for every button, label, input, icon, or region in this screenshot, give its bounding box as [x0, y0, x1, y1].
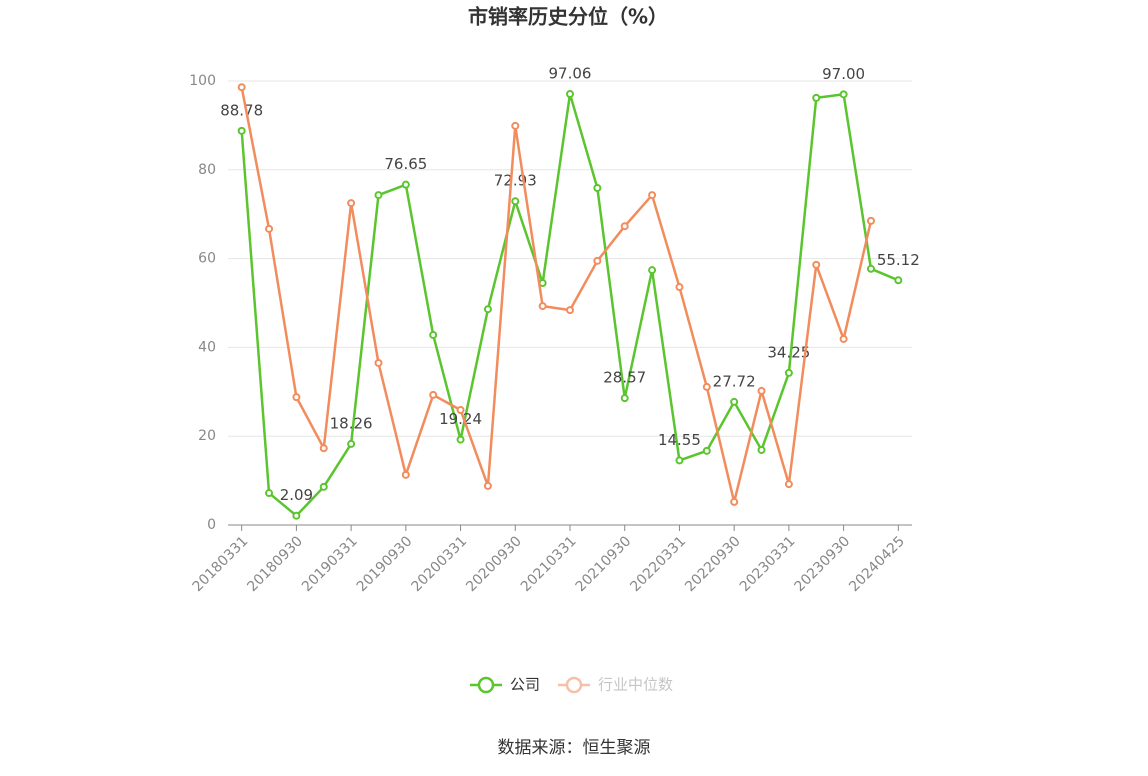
- point: [757, 445, 766, 454]
- point: [812, 93, 821, 102]
- point: [237, 83, 246, 92]
- data-label: 34.25: [767, 343, 810, 361]
- point: [784, 368, 793, 377]
- x-tick-label: 20240425: [846, 533, 908, 595]
- series-line: [240, 86, 873, 503]
- data-label: 27.72: [713, 372, 756, 390]
- point: [784, 480, 793, 489]
- data-label: 14.55: [658, 431, 701, 449]
- point: [839, 90, 848, 99]
- x-tick-label: 20200331: [409, 533, 471, 595]
- y-tick-label: 20: [198, 428, 216, 444]
- data-label: 19.24: [439, 410, 482, 428]
- x-tick-label: 20180930: [244, 533, 306, 595]
- point: [401, 180, 410, 189]
- point: [702, 382, 711, 391]
- y-tick-label: 60: [198, 251, 216, 267]
- point: [374, 191, 383, 200]
- data-label: 88.78: [220, 101, 263, 119]
- legend-item: 公司: [470, 676, 540, 694]
- point: [812, 260, 821, 269]
- legend-item: 行业中位数: [558, 676, 673, 694]
- data-label: 55.12: [877, 251, 920, 269]
- point: [319, 444, 328, 453]
- point: [730, 497, 739, 506]
- x-tick-label: 20180331: [190, 533, 252, 595]
- point: [566, 90, 574, 99]
- point: [483, 305, 492, 314]
- point: [593, 256, 602, 265]
- point: [401, 470, 410, 479]
- point: [675, 456, 684, 465]
- point: [347, 199, 356, 208]
- point: [292, 511, 301, 520]
- point: [319, 482, 328, 491]
- point: [483, 481, 492, 490]
- y-tick-label: 100: [189, 73, 216, 89]
- legend-label: 行业中位数: [598, 676, 673, 694]
- x-tick-label: 20230930: [792, 533, 854, 595]
- point: [374, 358, 383, 367]
- point: [429, 330, 438, 339]
- legend-label: 公司: [510, 676, 540, 694]
- x-tick-label: 20220331: [627, 533, 689, 595]
- point: [593, 184, 602, 193]
- point: [648, 191, 657, 200]
- x-tick-label: 20220930: [682, 533, 744, 595]
- data-label: 72.93: [494, 172, 537, 190]
- y-tick-label: 80: [198, 162, 216, 178]
- point: [511, 197, 520, 206]
- point: [538, 302, 547, 311]
- point: [866, 216, 875, 225]
- data-label: 97.06: [549, 65, 592, 83]
- legend-marker: [565, 676, 583, 694]
- point: [237, 126, 246, 135]
- point: [265, 224, 274, 233]
- point: [429, 390, 438, 399]
- point: [757, 386, 766, 395]
- x-tick-label: 20210331: [518, 533, 580, 595]
- point: [866, 264, 875, 273]
- point: [675, 283, 684, 292]
- point: [894, 276, 903, 285]
- x-tick-label: 20190930: [354, 533, 416, 595]
- point: [702, 446, 711, 455]
- x-tick-label: 20200930: [463, 533, 525, 595]
- point: [730, 397, 739, 406]
- legend-marker: [477, 676, 495, 694]
- point: [456, 406, 465, 415]
- data-label: 28.57: [603, 369, 646, 387]
- point: [456, 435, 465, 444]
- data-label: 97.00: [822, 65, 865, 83]
- source: 数据来源：恒生聚源: [498, 738, 651, 758]
- x-tick-label: 20190331: [299, 533, 361, 595]
- point: [566, 306, 574, 315]
- point: [839, 334, 848, 343]
- y-tick-label: 0: [207, 517, 216, 533]
- point: [648, 266, 657, 275]
- x-tick-label: 20210930: [573, 533, 635, 595]
- point: [511, 121, 520, 130]
- data-label: 18.26: [330, 414, 373, 432]
- data-label: 2.09: [280, 486, 313, 504]
- chart-title: 市销率历史分位（%）: [468, 5, 668, 29]
- y-tick-label: 40: [198, 339, 216, 355]
- data-label: 76.65: [384, 155, 427, 173]
- point: [620, 222, 629, 231]
- x-tick-label: 20230331: [737, 533, 799, 595]
- point: [292, 393, 301, 402]
- point: [347, 439, 356, 448]
- point: [265, 489, 274, 498]
- point: [620, 394, 629, 403]
